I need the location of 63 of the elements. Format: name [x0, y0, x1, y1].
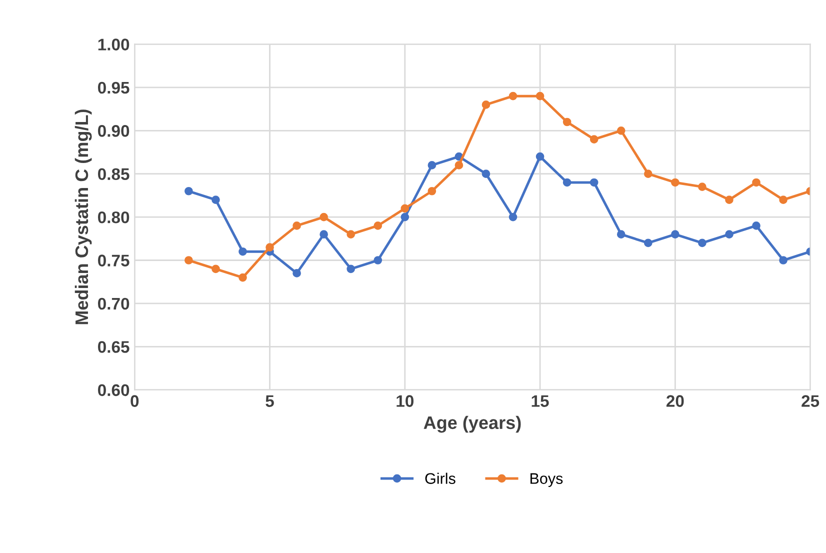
point: [562, 118, 572, 126]
point: [562, 178, 572, 187]
point: [590, 178, 598, 187]
x-tick-label: 15: [532, 395, 549, 407]
y-tick-label: 0.75: [98, 254, 130, 266]
point: [482, 100, 490, 109]
point: [536, 152, 544, 161]
point: [400, 204, 410, 213]
y-axis-title: Median Cystatin C (mg/L): [74, 110, 92, 324]
point: [428, 186, 436, 196]
point: [698, 238, 706, 248]
point: [184, 256, 193, 264]
point: [428, 161, 436, 170]
y-tick-label: 0.95: [98, 82, 130, 94]
point: [292, 222, 301, 230]
point: [266, 243, 274, 252]
point: [320, 212, 328, 222]
point: [508, 212, 518, 222]
point: [779, 256, 788, 264]
x-tick-label: 25: [802, 395, 820, 407]
point: [374, 222, 382, 230]
point: [346, 264, 356, 274]
point: [725, 230, 734, 238]
y-tick-label: 0.90: [98, 125, 130, 137]
x-tick-label: 20: [666, 395, 684, 407]
legend-label: Boys: [530, 473, 563, 487]
point: [644, 170, 652, 178]
y-tick-label: 0.65: [98, 341, 130, 353]
x-tick-label: 5: [266, 395, 274, 407]
x-axis-title: Age (years): [424, 416, 521, 433]
legend-label: Girls: [425, 472, 456, 484]
point: [400, 212, 410, 222]
point: [320, 230, 328, 238]
point: [671, 178, 680, 187]
point: [644, 238, 652, 248]
point: [752, 178, 760, 187]
point: [779, 196, 788, 204]
y-tick-label: 0.70: [98, 298, 130, 310]
point: [671, 230, 680, 238]
point: [725, 196, 734, 204]
point: [292, 269, 301, 278]
point: [238, 273, 247, 282]
x-tick-label: 10: [396, 395, 414, 407]
point: [346, 230, 356, 238]
point: [616, 126, 626, 135]
point: [590, 135, 598, 144]
point: [752, 222, 760, 230]
x-tick-label: 0: [130, 395, 139, 407]
y-tick-label: 0.85: [98, 168, 130, 180]
y-tick-label: 0.60: [98, 384, 130, 396]
y-tick-label: 0.80: [98, 211, 130, 224]
point: [616, 230, 626, 238]
point: [482, 170, 490, 178]
point: [212, 264, 220, 274]
y-tick-label: 1.00: [98, 38, 130, 50]
point: [698, 182, 706, 191]
point: [508, 92, 518, 100]
point: [536, 92, 544, 100]
point: [212, 196, 220, 204]
point: [238, 247, 247, 256]
point: [454, 161, 464, 170]
point: [374, 256, 382, 264]
point: [184, 186, 193, 196]
